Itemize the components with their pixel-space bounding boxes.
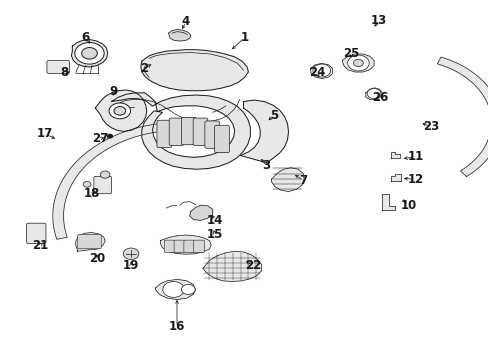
FancyBboxPatch shape [169, 118, 183, 145]
Text: 9: 9 [109, 85, 117, 98]
Circle shape [163, 282, 184, 297]
Text: 4: 4 [182, 15, 189, 28]
Text: 22: 22 [244, 259, 261, 272]
Text: 18: 18 [83, 187, 100, 200]
Polygon shape [203, 251, 261, 282]
Text: 13: 13 [370, 14, 386, 27]
Text: 21: 21 [32, 239, 48, 252]
Text: 6: 6 [81, 31, 89, 44]
Text: 10: 10 [399, 199, 416, 212]
Text: 2: 2 [140, 62, 148, 75]
Text: 7: 7 [299, 174, 306, 186]
Circle shape [312, 64, 330, 77]
Circle shape [100, 171, 110, 178]
FancyBboxPatch shape [26, 223, 46, 243]
Polygon shape [141, 50, 248, 91]
Polygon shape [168, 30, 190, 41]
FancyBboxPatch shape [204, 121, 219, 148]
Circle shape [109, 103, 130, 119]
Circle shape [83, 181, 91, 187]
FancyBboxPatch shape [94, 176, 111, 194]
Text: 15: 15 [206, 228, 223, 241]
Circle shape [75, 42, 104, 64]
Polygon shape [111, 93, 250, 169]
FancyBboxPatch shape [174, 240, 184, 252]
Text: 25: 25 [342, 47, 359, 60]
Circle shape [107, 134, 113, 138]
Polygon shape [95, 90, 146, 131]
FancyBboxPatch shape [214, 125, 229, 153]
FancyBboxPatch shape [193, 240, 204, 252]
Polygon shape [271, 168, 304, 192]
Circle shape [347, 55, 368, 71]
Text: 1: 1 [240, 31, 248, 44]
Polygon shape [189, 205, 212, 220]
FancyBboxPatch shape [78, 234, 101, 249]
Text: 8: 8 [61, 66, 68, 78]
Polygon shape [160, 235, 211, 254]
Polygon shape [71, 40, 107, 67]
Text: 17: 17 [37, 127, 53, 140]
Polygon shape [382, 194, 394, 210]
Polygon shape [240, 100, 288, 163]
Polygon shape [436, 57, 488, 176]
FancyBboxPatch shape [193, 118, 207, 145]
FancyBboxPatch shape [183, 240, 194, 252]
Circle shape [123, 248, 139, 260]
Polygon shape [76, 233, 105, 251]
Circle shape [114, 107, 125, 115]
Circle shape [81, 48, 97, 59]
Circle shape [353, 59, 363, 67]
Text: 26: 26 [371, 91, 388, 104]
Circle shape [366, 89, 380, 99]
Text: 11: 11 [407, 150, 423, 163]
Polygon shape [342, 54, 373, 72]
Text: 24: 24 [308, 66, 325, 78]
FancyBboxPatch shape [164, 240, 175, 252]
Circle shape [181, 284, 195, 294]
Text: 23: 23 [422, 120, 439, 133]
Text: 5: 5 [269, 109, 277, 122]
FancyBboxPatch shape [181, 117, 196, 145]
Text: 19: 19 [122, 259, 139, 272]
FancyBboxPatch shape [157, 120, 171, 148]
Text: 16: 16 [168, 320, 185, 333]
Polygon shape [53, 123, 172, 239]
Text: 20: 20 [88, 252, 105, 265]
Polygon shape [155, 279, 195, 300]
Text: 14: 14 [206, 214, 223, 227]
FancyBboxPatch shape [47, 60, 69, 73]
Text: 12: 12 [407, 173, 423, 186]
Text: 27: 27 [92, 132, 108, 145]
Text: 3: 3 [262, 159, 270, 172]
Polygon shape [390, 152, 399, 158]
Polygon shape [390, 174, 400, 181]
Polygon shape [310, 63, 332, 78]
Polygon shape [365, 88, 382, 99]
